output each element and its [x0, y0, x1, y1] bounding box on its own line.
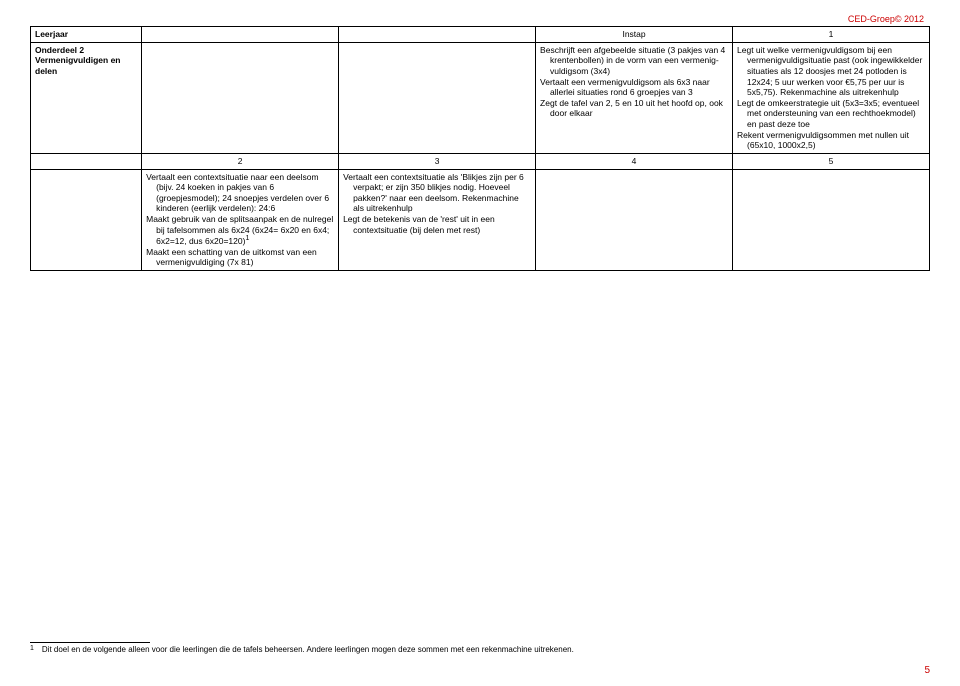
col2-item-3: Maakt een schatting van de uit­komst van… — [146, 247, 334, 268]
row2-col5-cell — [733, 169, 930, 270]
row2-col2-cell: Vertaalt een contextsituatie naar een de… — [142, 169, 339, 270]
onderdeel-cell: Onderdeel 2 Vermenigvuldigen en delen — [31, 42, 142, 153]
col-header-1: 1 — [733, 27, 930, 43]
instap-item-1: Beschrijft een afgebeelde situatie (3 pa… — [540, 45, 728, 77]
col2-item-2: Maakt gebruik van de splitsaanpak en de … — [146, 214, 334, 247]
col-header-instap: Instap — [536, 27, 733, 43]
row1-col1-cell: Legt uit welke vermenigvuldigsom bij een… — [733, 42, 930, 153]
onderdeel-line1: Onderdeel 2 — [35, 45, 84, 55]
footnote-rule — [30, 642, 150, 643]
col1-item-3: Rekent vermenigvuldigsommen met nullen u… — [737, 130, 925, 151]
row1-instap-cell: Beschrijft een afgebeelde situatie (3 pa… — [536, 42, 733, 153]
blank-header-1 — [142, 27, 339, 43]
col-header-3: 3 — [339, 153, 536, 169]
row2-col4-cell — [536, 169, 733, 270]
onderdeel-line2: Vermenigvuldigen en delen — [35, 55, 121, 76]
instap-item-2: Vertaalt een vermenigvuldigsom als 6x3 n… — [540, 77, 728, 98]
curriculum-table: Leerjaar Instap 1 Onderdeel 2 Vermenigvu… — [30, 26, 930, 271]
col3-item-1: Vertaalt een contextsituatie als 'Blikje… — [343, 172, 531, 215]
instap-item-3: Zegt de tafel van 2, 5 en 10 uit het hoo… — [540, 98, 728, 119]
footnote-text: Dit doel en de volgende alleen voor die … — [42, 645, 574, 656]
col2-item-1: Vertaalt een contextsituatie naar een de… — [146, 172, 334, 215]
col1-item-1: Legt uit welke vermenigvuldigsom bij een… — [737, 45, 925, 98]
col-header-4: 4 — [536, 153, 733, 169]
col2-footnote-marker: 1 — [245, 235, 249, 242]
row1-col-empty-2 — [339, 42, 536, 153]
row2-col3-cell: Vertaalt een contextsituatie als 'Blikje… — [339, 169, 536, 270]
row1-col-empty-1 — [142, 42, 339, 153]
col-header-5: 5 — [733, 153, 930, 169]
footnote: 1 Dit doel en de volgende alleen voor di… — [30, 645, 930, 656]
footnote-area: 1 Dit doel en de volgende alleen voor di… — [30, 642, 930, 656]
leerjaar-label: Leerjaar — [31, 27, 142, 43]
col2-item-2-text: Maakt gebruik van de splitsaanpak en de … — [146, 214, 333, 246]
row2-left-blank — [31, 169, 142, 270]
col3-item-2: Legt de betekenis van de 'rest' uit in e… — [343, 214, 531, 235]
footnote-marker: 1 — [30, 645, 34, 656]
copyright-notice: CED-Groep© 2012 — [30, 14, 930, 24]
col-header-2: 2 — [142, 153, 339, 169]
page-number: 5 — [924, 665, 930, 676]
footnote-marker-number: 1 — [30, 645, 34, 652]
blank-header-2 — [339, 27, 536, 43]
row2-left-header-blank — [31, 153, 142, 169]
col1-item-2: Legt de omkeerstrategie uit (5x3=3x5; ev… — [737, 98, 925, 130]
